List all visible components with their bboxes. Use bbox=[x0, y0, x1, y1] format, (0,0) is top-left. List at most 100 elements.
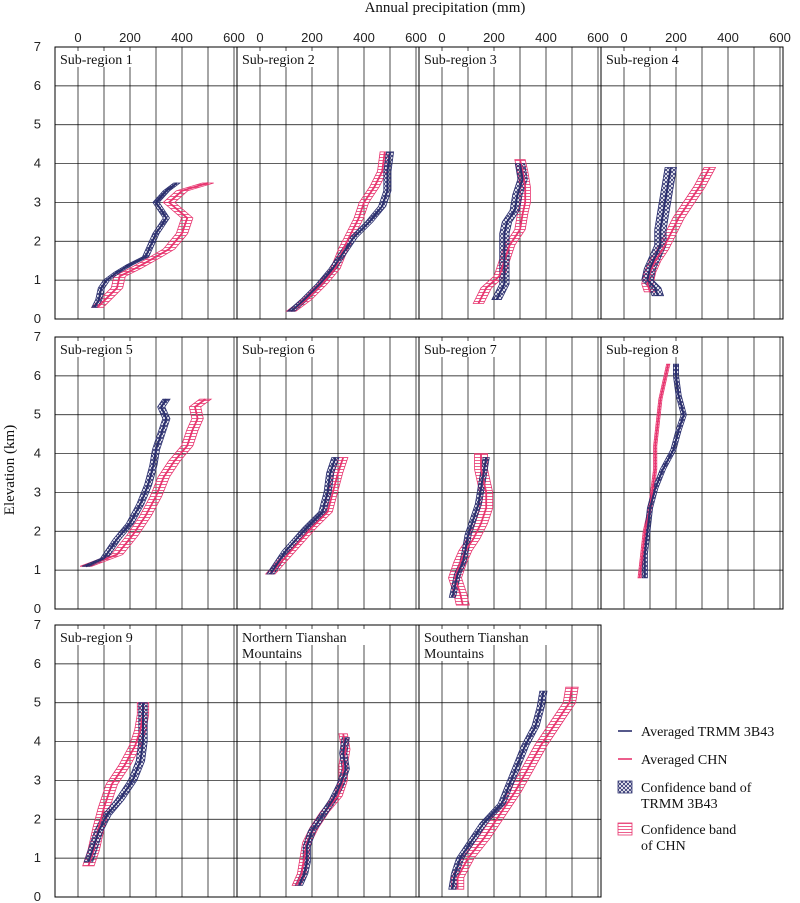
y-tick-label: 1 bbox=[34, 850, 41, 865]
trmm-confidence-band bbox=[448, 690, 548, 890]
panel-title-bg bbox=[240, 341, 330, 357]
legend-swatch-band bbox=[617, 822, 633, 836]
panel-5: Sub-region 5 0 1 2 3 4 5 6 7 bbox=[34, 329, 238, 616]
panel-title: Sub-region 1 bbox=[60, 53, 133, 68]
x-tick-label: 400 bbox=[535, 30, 557, 45]
panel-3: Sub-region 3 0 200 400 600 bbox=[418, 30, 609, 320]
y-axis-label: Elevation (km) bbox=[2, 425, 18, 515]
panel-title-bg bbox=[422, 645, 490, 661]
x-tick-label: 0 bbox=[74, 30, 81, 45]
panel-frame bbox=[418, 46, 602, 320]
chn-average-line bbox=[477, 159, 527, 304]
panel-title: Northern Tianshan bbox=[242, 631, 347, 646]
trmm-confidence-band bbox=[294, 737, 350, 886]
panel-title: Sub-region 8 bbox=[606, 343, 679, 358]
panel-title: Sub-region 4 bbox=[606, 53, 679, 68]
trmm-average-line bbox=[643, 364, 685, 578]
x-tick-label: 0 bbox=[620, 30, 627, 45]
panel-title-bg bbox=[240, 629, 365, 645]
y-tick-label: 6 bbox=[34, 656, 41, 671]
x-tick-label: 0 bbox=[438, 30, 445, 45]
x-tick-label: 400 bbox=[353, 30, 375, 45]
y-tick-label: 0 bbox=[34, 601, 41, 616]
panel-4: Sub-region 4 0 200 400 600 bbox=[600, 30, 791, 320]
legend-item-1: Averaged TRMM 3B43 bbox=[618, 725, 774, 740]
panel-6: Sub-region 6 bbox=[236, 336, 420, 610]
y-tick-label: 4 bbox=[34, 734, 41, 749]
x-tick-label: 200 bbox=[665, 30, 687, 45]
panel-title: Sub-region 9 bbox=[60, 631, 133, 646]
x-tick-label: 200 bbox=[119, 30, 141, 45]
trmm-average-line bbox=[87, 702, 144, 863]
panel-title-bg bbox=[58, 341, 148, 357]
y-tick-label: 0 bbox=[34, 889, 41, 903]
y-tick-label: 0 bbox=[34, 311, 41, 326]
panel-2: Sub-region 2 0 200 400 600 bbox=[236, 30, 427, 320]
y-tick-label: 5 bbox=[34, 117, 41, 132]
panel-grid: Sub-region 10 200 400 60001234567Sub-region… bbox=[34, 30, 791, 903]
panel-frame bbox=[418, 624, 602, 898]
panel-title-bg bbox=[604, 51, 694, 67]
y-tick-label: 3 bbox=[34, 484, 41, 499]
panel-title-bg bbox=[604, 341, 694, 357]
panel-title-bg bbox=[422, 629, 547, 645]
panel-title-bg bbox=[422, 51, 512, 67]
panel-title-bg bbox=[240, 645, 308, 661]
chn-confidence-band bbox=[79, 398, 213, 567]
y-tick-label: 4 bbox=[34, 446, 41, 461]
y-tick-label: 3 bbox=[34, 194, 41, 209]
trmm-confidence-band bbox=[448, 457, 490, 598]
panel-frame bbox=[54, 336, 238, 610]
panel-frame bbox=[236, 624, 420, 898]
legend-label: Averaged TRMM 3B43 bbox=[641, 725, 774, 740]
x-tick-label: 600 bbox=[769, 30, 791, 45]
y-tick-label: 7 bbox=[34, 39, 41, 54]
trmm-confidence-band bbox=[641, 167, 677, 297]
panel-9: Sub-region 9 0 1 2 3 4 5 6 7 bbox=[34, 617, 238, 903]
chn-average-line bbox=[456, 687, 573, 890]
trmm-average-line bbox=[85, 398, 168, 568]
trmm-average-line bbox=[94, 182, 178, 308]
chn-confidence-band bbox=[264, 457, 349, 575]
chn-average-line bbox=[295, 733, 347, 886]
x-tick-label: 200 bbox=[301, 30, 323, 45]
y-tick-label: 2 bbox=[34, 233, 41, 248]
panel-title: Mountains bbox=[424, 647, 484, 662]
panel-frame bbox=[600, 336, 784, 610]
legend-label: Confidence band of bbox=[641, 781, 752, 796]
panel-title-bg bbox=[240, 51, 330, 67]
trmm-confidence-band bbox=[82, 398, 171, 567]
chn-average-line bbox=[290, 151, 386, 312]
y-tick-label: 5 bbox=[34, 695, 41, 710]
y-tick-label: 3 bbox=[34, 772, 41, 787]
chn-average-line bbox=[85, 398, 206, 568]
panel-title: Sub-region 2 bbox=[242, 53, 315, 68]
trmm-average-line bbox=[646, 167, 672, 297]
trmm-confidence-band bbox=[491, 163, 528, 300]
panel-7: Sub-region 7 bbox=[418, 336, 602, 610]
x-tick-label: 600 bbox=[405, 30, 427, 45]
trmm-confidence-band bbox=[91, 182, 182, 308]
chn-average-line bbox=[269, 457, 345, 575]
trmm-average-line bbox=[298, 737, 347, 886]
panel-title-bg bbox=[422, 341, 512, 357]
trmm-average-line bbox=[290, 151, 391, 312]
trmm-average-line bbox=[451, 690, 545, 890]
x-tick-label: 600 bbox=[587, 30, 609, 45]
panel-title: Sub-region 3 bbox=[424, 53, 497, 68]
panel-title: Sub-region 5 bbox=[60, 343, 133, 358]
trmm-average-line bbox=[451, 457, 488, 598]
y-tick-label: 1 bbox=[34, 562, 41, 577]
y-tick-label: 2 bbox=[34, 523, 41, 538]
y-tick-label: 7 bbox=[34, 617, 41, 632]
y-tick-label: 5 bbox=[34, 407, 41, 422]
panel-title-bg bbox=[58, 629, 148, 645]
panel-title: Sub-region 6 bbox=[242, 343, 315, 358]
legend-item-2: Averaged CHN bbox=[618, 753, 727, 768]
legend-swatch-band bbox=[617, 780, 633, 794]
chn-average-line bbox=[96, 182, 209, 308]
